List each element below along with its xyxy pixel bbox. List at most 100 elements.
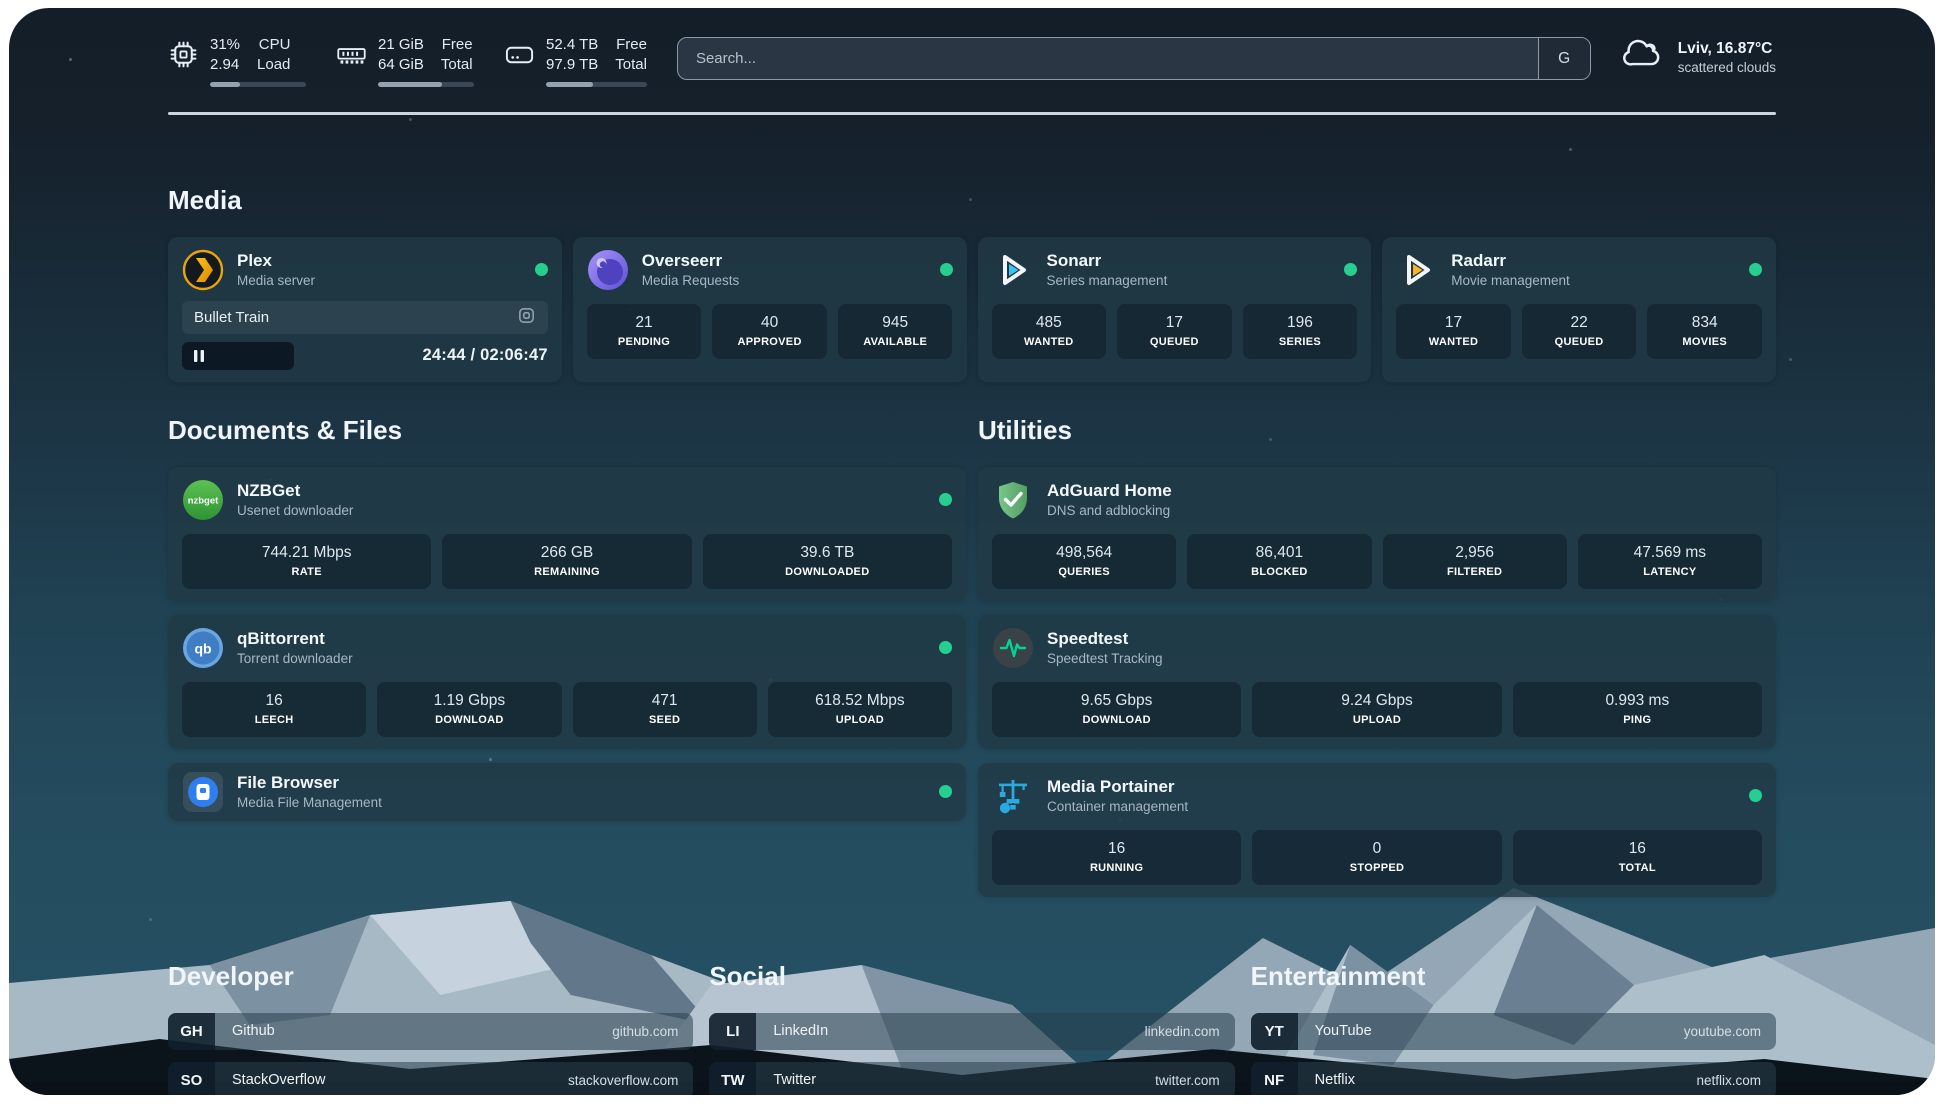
nzbget-icon: nzbget [182, 479, 224, 521]
stat-label: QUEUED [1554, 335, 1604, 348]
service-subtitle: Media Requests [641, 273, 740, 289]
svg-text:qb: qb [194, 640, 211, 656]
weather-condition: scattered clouds [1677, 59, 1776, 75]
weather-widget[interactable]: Lviv, 16.87°C scattered clouds [1621, 38, 1776, 76]
service-card-overseerr[interactable]: Overseerr Media Requests 21 PENDING 40 A… [572, 236, 967, 382]
stat-value: 0 [1372, 839, 1382, 857]
service-subtitle: Movie management [1451, 273, 1570, 289]
service-card-portainer[interactable]: Media Portainer Container management 16 … [978, 762, 1776, 897]
service-subtitle: Usenet downloader [237, 503, 354, 519]
bookmark-abbr: LI [709, 1012, 757, 1050]
bookmark-youtube[interactable]: YT YouTube youtube.com [1250, 1012, 1776, 1050]
speedtest-icon [992, 627, 1034, 669]
radarr-icon [1396, 249, 1438, 291]
player-controls: 24:44 / 02:06:47 [182, 341, 548, 370]
cpu-icon [168, 39, 199, 70]
bookmark-url: netflix.com [1696, 1072, 1761, 1088]
stat-stopped: 0 STOPPED [1252, 829, 1502, 885]
bookmark-netflix[interactable]: NF Netflix netflix.com [1250, 1061, 1776, 1095]
stat-filtered: 2,956 FILTERED [1382, 533, 1567, 589]
group-utilities: Utilities AdGu [978, 415, 1776, 897]
stat-label: SEED [649, 713, 681, 726]
stat-rate: 744.21 Mbps RATE [182, 533, 432, 589]
status-indicator [1749, 263, 1762, 277]
service-card-plex[interactable]: Plex Media server Bullet Train [168, 236, 562, 382]
memory-progress-bar [378, 81, 474, 87]
stat-blocked: 86,401 BLOCKED [1187, 533, 1372, 589]
stat-approved: 40 APPROVED [712, 303, 827, 359]
stat-label: DOWNLOADED [785, 565, 870, 578]
stat-leech: 16 LEECH [182, 681, 367, 737]
stat-queries: 498,564 QUERIES [992, 533, 1177, 589]
stat-value: 17 [1444, 313, 1463, 331]
bookmark-linkedin[interactable]: LI LinkedIn linkedin.com [709, 1012, 1235, 1050]
stat-queued: 17 QUEUED [1117, 303, 1232, 359]
stat-label: TOTAL [1618, 861, 1656, 874]
service-name: Media Portainer [1047, 777, 1175, 797]
bookmark-name: Netflix [1314, 1072, 1355, 1089]
playback-time: 24:44 / 02:06:47 [422, 346, 548, 365]
group-developer: Developer GH Github github.com SO StackO… [168, 961, 694, 1095]
bookmark-abbr: GH [168, 1012, 215, 1050]
memory-free-label: Free [441, 36, 473, 53]
search-input[interactable] [677, 38, 1538, 79]
top-bar: 31% 2.94 CPU Load [168, 8, 1776, 87]
bookmark-stackoverflow[interactable]: SO StackOverflow stackoverflow.com [168, 1061, 694, 1095]
status-indicator [1344, 263, 1358, 277]
camera-icon[interactable] [517, 306, 536, 329]
stat-upload: 9.24 Gbps UPLOAD [1252, 681, 1502, 737]
now-playing-row: Bullet Train [182, 300, 548, 334]
dashboard-window: 31% 2.94 CPU Load [9, 8, 1935, 1095]
service-name: Speedtest [1047, 629, 1129, 649]
group-documents: Documents & Files nzbget [168, 415, 966, 821]
service-card-qbittorrent[interactable]: qb qBittorrent Torrent downloader [168, 614, 966, 749]
bookmark-abbr: YT [1250, 1012, 1298, 1050]
cpu-progress-bar [210, 81, 306, 87]
group-social: Social LI LinkedIn linkedin.com TW Twitt… [709, 961, 1235, 1095]
stat-value: 40 [760, 313, 779, 331]
group-media: Media Plex Media server [168, 185, 1776, 382]
stat-value: 498,564 [1056, 543, 1113, 561]
service-name: Plex [237, 251, 272, 271]
stat-label: APPROVED [737, 335, 802, 348]
service-card-nzbget[interactable]: nzbget NZBGet Usenet downloader 74 [168, 466, 966, 601]
stat-label: RATE [291, 565, 322, 578]
cpu-load-value: 2.94 [210, 55, 240, 73]
stat-download: 1.19 Gbps DOWNLOAD [377, 681, 562, 737]
now-playing-title: Bullet Train [194, 308, 270, 326]
service-name: Radarr [1451, 251, 1507, 271]
service-card-adguard[interactable]: AdGuard Home DNS and adblocking 498,564 … [978, 466, 1776, 601]
stat-value: 9.24 Gbps [1341, 691, 1413, 709]
stat-value: 21 [635, 313, 653, 331]
search-provider-button[interactable]: G [1537, 38, 1590, 79]
cpu-resource-widget: 31% 2.94 CPU Load [168, 35, 306, 87]
stat-value: 47.569 ms [1633, 543, 1707, 561]
pause-button[interactable] [182, 341, 294, 370]
bookmark-github[interactable]: GH Github github.com [168, 1012, 694, 1050]
bookmark-url: linkedin.com [1144, 1023, 1220, 1039]
service-subtitle: DNS and adblocking [1047, 503, 1171, 519]
bookmark-name: StackOverflow [232, 1072, 326, 1089]
service-card-radarr[interactable]: Radarr Movie management 17 WANTED 22 QUE… [1382, 236, 1776, 382]
stat-value: 945 [882, 313, 909, 331]
bookmark-twitter[interactable]: TW Twitter twitter.com [709, 1061, 1235, 1095]
stat-value: 834 [1691, 313, 1718, 331]
stat-label: UPLOAD [1352, 713, 1402, 726]
bookmark-abbr: SO [168, 1061, 215, 1095]
stat-value: 1.19 Gbps [433, 691, 506, 709]
stat-download: 9.65 Gbps DOWNLOAD [992, 681, 1242, 737]
stat-value: 266 GB [540, 543, 594, 561]
service-card-sonarr[interactable]: Sonarr Series management 485 WANTED 17 Q… [977, 236, 1372, 382]
group-title-documents: Documents & Files [168, 414, 403, 445]
stat-label: WANTED [1024, 335, 1074, 348]
memory-total-value: 64 GiB [378, 55, 424, 73]
service-subtitle: Torrent downloader [237, 651, 353, 667]
service-subtitle: Speedtest Tracking [1047, 651, 1163, 667]
search-bar: G [676, 37, 1591, 80]
group-title-media: Media [168, 184, 242, 215]
service-card-filebrowser[interactable]: File Browser Media File Management [168, 762, 966, 821]
bookmark-name: YouTube [1314, 1023, 1372, 1040]
group-title-entertainment: Entertainment [1250, 960, 1426, 991]
service-card-speedtest[interactable]: Speedtest Speedtest Tracking 9.65 Gbps D… [978, 614, 1776, 749]
disk-resource-widget: 52.4 TB 97.9 TB Free Total [504, 35, 647, 87]
